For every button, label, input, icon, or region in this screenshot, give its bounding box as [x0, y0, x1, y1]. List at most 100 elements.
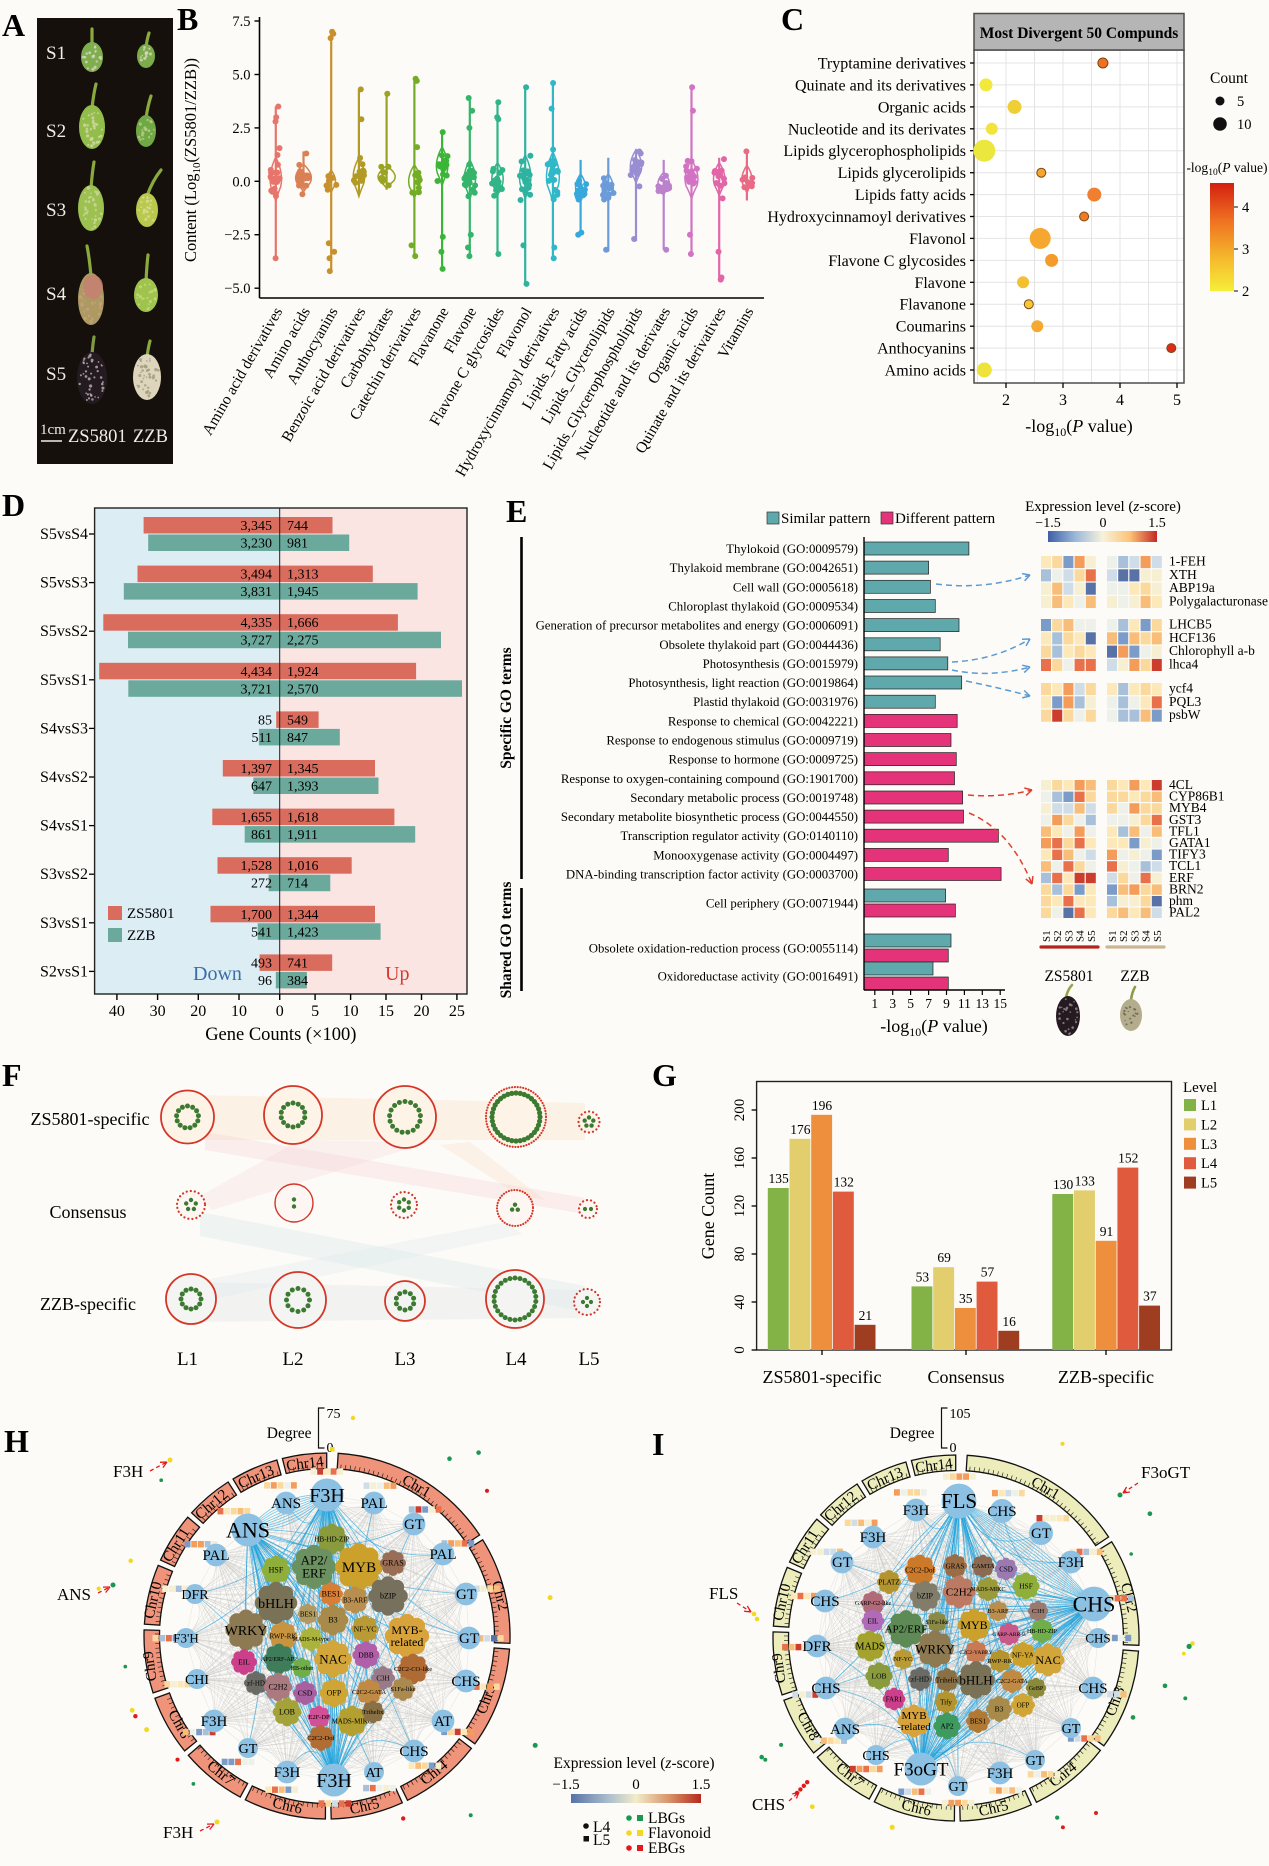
svg-text:Lipids glycerolipids: Lipids glycerolipids: [838, 165, 966, 182]
svg-text:1,528: 1,528: [241, 859, 273, 874]
svg-text:S3: S3: [1129, 930, 1141, 942]
svg-text:PAL2: PAL2: [1169, 905, 1200, 920]
svg-text:20: 20: [414, 1003, 430, 1020]
svg-text:C2C2-Dof: C2C2-Dof: [905, 1566, 935, 1574]
svg-text:3,230: 3,230: [241, 537, 273, 552]
svg-text:NF-YC: NF-YC: [354, 1625, 377, 1634]
svg-text:Most Divergent 50 Compunds: Most Divergent 50 Compunds: [980, 25, 1179, 42]
svg-text:Organic acids: Organic acids: [878, 99, 966, 116]
svg-text:Degree: Degree: [890, 1425, 935, 1442]
svg-text:FAR1: FAR1: [886, 1695, 903, 1703]
svg-text:AP2: AP2: [940, 1722, 954, 1731]
svg-text:GARP-G2-like: GARP-G2-like: [855, 1601, 892, 1607]
svg-text:5: 5: [907, 996, 914, 1011]
svg-text:MADS-M-type: MADS-M-type: [293, 1637, 330, 1643]
svg-text:2,570: 2,570: [287, 682, 319, 697]
svg-text:4: 4: [1116, 392, 1124, 409]
svg-text:C2C2-YABBY: C2C2-YABBY: [959, 1650, 992, 1656]
svg-text:S1: S1: [46, 43, 66, 64]
svg-text:CHS: CHS: [862, 1749, 889, 1764]
svg-text:L3: L3: [394, 1349, 415, 1370]
svg-text:CHS: CHS: [987, 1504, 1016, 1520]
svg-text:1,700: 1,700: [241, 908, 273, 923]
svg-text:75: 75: [327, 1407, 341, 1422]
svg-text:37: 37: [1143, 1289, 1157, 1304]
svg-text:Lipids glycerophospholipids: Lipids glycerophospholipids: [783, 143, 966, 160]
svg-text:L2: L2: [1201, 1117, 1217, 1133]
svg-text:S2: S2: [1052, 930, 1064, 942]
svg-text:S1: S1: [1041, 930, 1053, 942]
svg-text:11: 11: [958, 996, 971, 1011]
svg-text:MYB: MYB: [342, 1560, 376, 1576]
svg-text:ZZB: ZZB: [127, 928, 155, 944]
svg-text:L3: L3: [1201, 1137, 1217, 1153]
svg-text:GRAS: GRAS: [946, 1562, 965, 1570]
svg-text:FLS: FLS: [709, 1584, 738, 1603]
svg-text:53: 53: [916, 1269, 930, 1284]
svg-text:1,945: 1,945: [287, 585, 319, 600]
svg-text:35: 35: [959, 1291, 973, 1306]
svg-text:Nucleotide and its derivates: Nucleotide and its derivates: [788, 121, 966, 138]
svg-text:S4vsS3: S4vsS3: [40, 720, 88, 737]
svg-text:S1: S1: [1107, 930, 1119, 942]
svg-text:AT: AT: [434, 1714, 452, 1730]
svg-text:2.5: 2.5: [232, 121, 250, 137]
svg-text:B: B: [177, 1, 198, 37]
svg-text:S5vsS3: S5vsS3: [40, 575, 88, 592]
svg-text:2: 2: [1242, 284, 1249, 300]
svg-text:CSD: CSD: [999, 1565, 1013, 1573]
svg-text:Quinate and its derivatives: Quinate and its derivatives: [795, 77, 966, 94]
svg-text:F3H: F3H: [860, 1530, 887, 1546]
svg-text:135: 135: [768, 1171, 789, 1186]
svg-text:7: 7: [925, 996, 932, 1011]
svg-text:847: 847: [287, 731, 308, 746]
svg-text:GT: GT: [1062, 1722, 1081, 1737]
svg-text:S5: S5: [1152, 930, 1164, 942]
svg-text:lhca4: lhca4: [1169, 656, 1198, 671]
svg-text:GT: GT: [456, 1587, 476, 1603]
svg-text:Shared GO terms: Shared GO terms: [498, 882, 515, 999]
svg-text:GARP-ARR-B: GARP-ARR-B: [992, 1632, 1026, 1638]
svg-text:S4vsS1: S4vsS1: [40, 818, 88, 835]
svg-text:HB-other: HB-other: [291, 1666, 314, 1672]
svg-text:HB-HD-ZIP: HB-HD-ZIP: [315, 1535, 350, 1543]
svg-text:Lipids fatty acids: Lipids fatty acids: [855, 187, 966, 204]
svg-text:RWP-RK: RWP-RK: [988, 1658, 1013, 1665]
svg-text:HSF: HSF: [269, 1566, 284, 1575]
svg-text:−5.0: −5.0: [224, 281, 250, 297]
svg-text:130: 130: [1053, 1177, 1074, 1192]
svg-text:CHS: CHS: [451, 1674, 480, 1690]
svg-text:ANS: ANS: [271, 1496, 301, 1512]
svg-text:E2F-DP: E2F-DP: [308, 1714, 330, 1721]
svg-text:CHS: CHS: [399, 1744, 428, 1760]
svg-text:C: C: [781, 1, 804, 37]
svg-text:3: 3: [1242, 242, 1249, 258]
svg-text:DNA-binding transcription fact: DNA-binding transcription factor activit…: [566, 868, 858, 882]
svg-text:−2.5: −2.5: [224, 228, 250, 244]
svg-text:ZS5801-specific: ZS5801-specific: [31, 1109, 150, 1129]
svg-text:ERF: ERF: [302, 1566, 326, 1581]
svg-text:152: 152: [1118, 1151, 1138, 1166]
svg-text:CHS: CHS: [1073, 1592, 1116, 1617]
svg-text:DFR: DFR: [181, 1588, 209, 1603]
svg-text:0.0: 0.0: [232, 174, 250, 190]
svg-text:B3-ARF: B3-ARF: [988, 1609, 1009, 1615]
svg-text:S5: S5: [1086, 930, 1098, 942]
svg-text:ZZB-specific: ZZB-specific: [40, 1294, 136, 1314]
svg-text:10: 10: [343, 1003, 359, 1020]
svg-text:PAL: PAL: [430, 1547, 457, 1563]
svg-text:B3: B3: [328, 1616, 337, 1625]
svg-text:Expression level (z-score): Expression level (z-score): [1025, 499, 1181, 515]
svg-text:NF-YC: NF-YC: [894, 1657, 912, 1663]
svg-text:7.5: 7.5: [232, 14, 250, 30]
svg-text:160: 160: [732, 1147, 748, 1170]
svg-text:PAL: PAL: [203, 1548, 230, 1564]
svg-text:related: related: [391, 1635, 424, 1649]
svg-text:13: 13: [976, 996, 990, 1011]
svg-text:1,313: 1,313: [287, 568, 319, 583]
svg-text:F3H: F3H: [274, 1765, 301, 1781]
svg-text:Specific GO terms: Specific GO terms: [498, 647, 515, 768]
svg-text:Flavone: Flavone: [914, 275, 966, 292]
svg-text:16: 16: [1002, 1314, 1016, 1329]
svg-text:EIL: EIL: [868, 1617, 879, 1625]
